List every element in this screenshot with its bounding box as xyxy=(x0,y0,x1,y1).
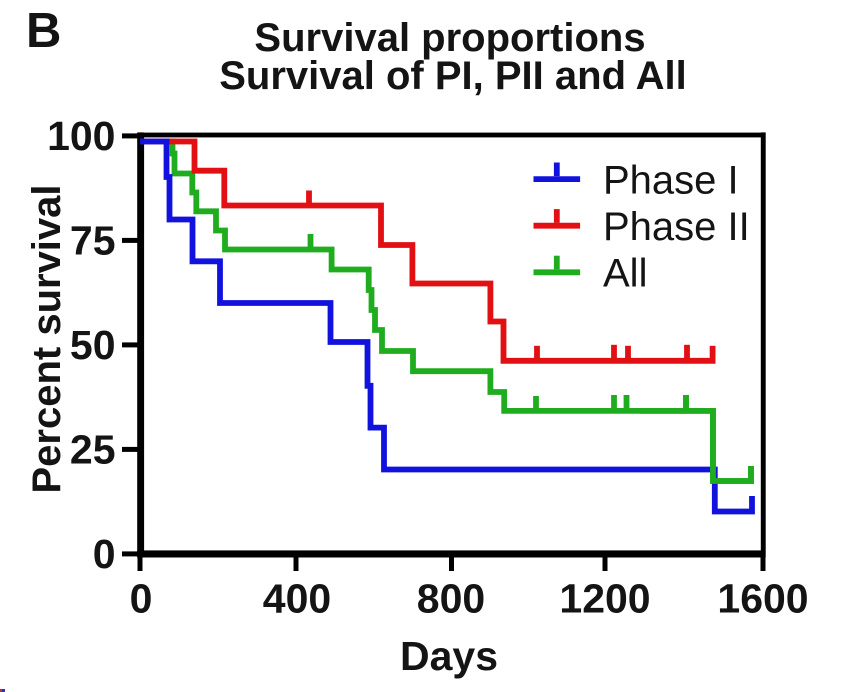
svg-text:Phase II: Phase II xyxy=(603,205,750,249)
svg-text:100: 100 xyxy=(47,113,115,159)
svg-text:Phase I: Phase I xyxy=(603,159,739,203)
svg-text:50: 50 xyxy=(70,322,116,368)
svg-text:Days: Days xyxy=(400,633,498,679)
svg-text:25: 25 xyxy=(70,427,116,473)
svg-text:0: 0 xyxy=(130,576,153,622)
svg-text:1600: 1600 xyxy=(717,576,808,622)
svg-text:B: B xyxy=(26,4,61,58)
svg-text:All: All xyxy=(603,252,647,296)
svg-text:400: 400 xyxy=(263,576,331,622)
svg-text:0: 0 xyxy=(93,531,116,577)
svg-text:Survival of PI, PII and All: Survival of PI, PII and All xyxy=(219,54,687,98)
svg-text:Survival proportions: Survival proportions xyxy=(254,16,645,60)
svg-text:75: 75 xyxy=(70,218,116,264)
svg-text:1200: 1200 xyxy=(559,576,650,622)
svg-text:800: 800 xyxy=(417,576,485,622)
svg-text:Percent survival: Percent survival xyxy=(25,184,69,493)
